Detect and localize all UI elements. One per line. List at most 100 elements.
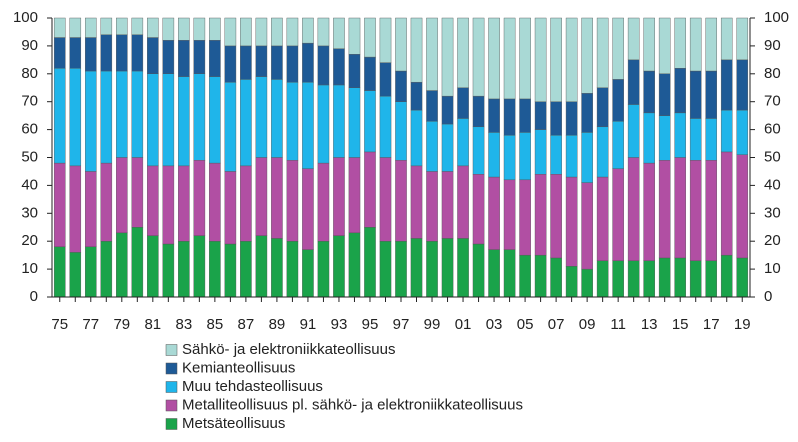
bar-segment bbox=[364, 56, 376, 91]
bar-segment bbox=[69, 37, 82, 69]
x-tick-label: 81 bbox=[144, 316, 161, 333]
bar-segment bbox=[441, 238, 454, 298]
bar-segment bbox=[612, 79, 624, 122]
bar-segment bbox=[286, 45, 299, 83]
bar-segment bbox=[534, 17, 547, 102]
bar-segment bbox=[224, 81, 237, 172]
bar-segment bbox=[69, 17, 82, 38]
bar-segment bbox=[271, 157, 283, 239]
bar-segment bbox=[488, 17, 500, 100]
bar-segment bbox=[147, 235, 159, 298]
bar-segment bbox=[333, 84, 345, 158]
bar-segment bbox=[426, 17, 438, 91]
bar-segment bbox=[131, 157, 144, 228]
bar-segment bbox=[689, 260, 702, 298]
bar-segment bbox=[472, 126, 485, 175]
bar-segment bbox=[689, 17, 702, 72]
bar-segment bbox=[379, 240, 392, 298]
bar-segment bbox=[736, 154, 749, 259]
bar-segment bbox=[519, 17, 531, 100]
bar-segment bbox=[519, 132, 531, 181]
bar-segment bbox=[193, 40, 206, 74]
bar-segment bbox=[395, 17, 407, 72]
y2-tick-label: 70 bbox=[764, 93, 781, 110]
bar-segment bbox=[627, 104, 640, 158]
bar-segment bbox=[224, 45, 237, 83]
bar-segment bbox=[53, 37, 66, 69]
bar-segment bbox=[426, 240, 438, 298]
bar-segment bbox=[240, 17, 252, 47]
bar-segment bbox=[193, 17, 206, 41]
bar-segment bbox=[348, 17, 361, 55]
bar-segment bbox=[410, 165, 423, 239]
x-tick-label: 91 bbox=[300, 316, 317, 333]
bar-segment bbox=[736, 59, 749, 111]
bar-segment bbox=[643, 162, 655, 261]
bar-segment bbox=[503, 179, 516, 250]
bar-segment bbox=[271, 45, 283, 80]
bar-segment bbox=[674, 17, 686, 69]
bar-segment bbox=[302, 17, 314, 44]
bar-segment bbox=[643, 70, 655, 114]
bar-segment bbox=[116, 70, 128, 158]
bar-segment bbox=[689, 118, 702, 161]
y-tick-label: 30 bbox=[21, 204, 38, 221]
bar-segment bbox=[488, 132, 500, 178]
bar-segment bbox=[255, 45, 268, 77]
bar-segment bbox=[705, 118, 718, 161]
bar-segment bbox=[162, 243, 175, 298]
x-tick-label: 07 bbox=[548, 316, 565, 333]
bar-segment bbox=[209, 76, 221, 164]
bar-segment bbox=[178, 17, 190, 41]
bar-segment bbox=[534, 129, 547, 175]
bar-segment bbox=[472, 174, 485, 245]
bar-segment bbox=[53, 246, 66, 298]
y2-tick-label: 0 bbox=[764, 288, 772, 305]
bar-segment bbox=[658, 160, 671, 259]
bar-segment bbox=[596, 126, 609, 178]
bar-segment bbox=[674, 157, 686, 259]
bar-segment bbox=[147, 73, 159, 167]
bar-segment bbox=[550, 17, 562, 102]
bar-segment bbox=[131, 227, 144, 298]
bar-segment bbox=[395, 70, 407, 102]
bar-segment bbox=[596, 176, 609, 261]
bar-segment bbox=[317, 45, 330, 86]
bar-segment bbox=[286, 240, 299, 298]
bar-segment bbox=[736, 257, 749, 298]
bar-segment bbox=[581, 93, 593, 133]
y-tick-label: 50 bbox=[21, 148, 38, 165]
bar-segment bbox=[348, 54, 361, 88]
bar-segment bbox=[317, 162, 330, 242]
y-tick-label: 0 bbox=[30, 288, 38, 305]
bar-segment bbox=[379, 157, 392, 242]
bar-segment bbox=[596, 87, 609, 128]
x-tick-label: 77 bbox=[82, 316, 99, 333]
y2-tick-label: 50 bbox=[764, 148, 781, 165]
bar-segment bbox=[643, 112, 655, 164]
bar-segment bbox=[348, 232, 361, 298]
bar-segment bbox=[193, 235, 206, 298]
x-tick-label: 83 bbox=[176, 316, 193, 333]
bar-segment bbox=[162, 73, 175, 167]
bar-segment bbox=[736, 17, 749, 61]
bar-segment bbox=[457, 118, 469, 167]
bar-segment bbox=[565, 134, 578, 178]
bar-segment bbox=[410, 17, 423, 83]
bar-segment bbox=[488, 176, 500, 250]
bar-segment bbox=[286, 81, 299, 161]
bar-segment bbox=[209, 40, 221, 77]
bar-segment bbox=[612, 260, 624, 298]
bar-segment bbox=[565, 17, 578, 102]
bar-segment bbox=[596, 260, 609, 298]
bar-segment bbox=[426, 90, 438, 122]
bar-segment bbox=[69, 252, 82, 298]
bar-segment bbox=[286, 17, 299, 47]
bar-segment bbox=[364, 151, 376, 228]
y-tick-label: 60 bbox=[21, 121, 38, 138]
bar-segment bbox=[255, 17, 268, 47]
bar-segment bbox=[581, 17, 593, 94]
bar-segment bbox=[379, 17, 392, 63]
bar-segment bbox=[348, 87, 361, 158]
y-tick-label: 90 bbox=[21, 37, 38, 54]
